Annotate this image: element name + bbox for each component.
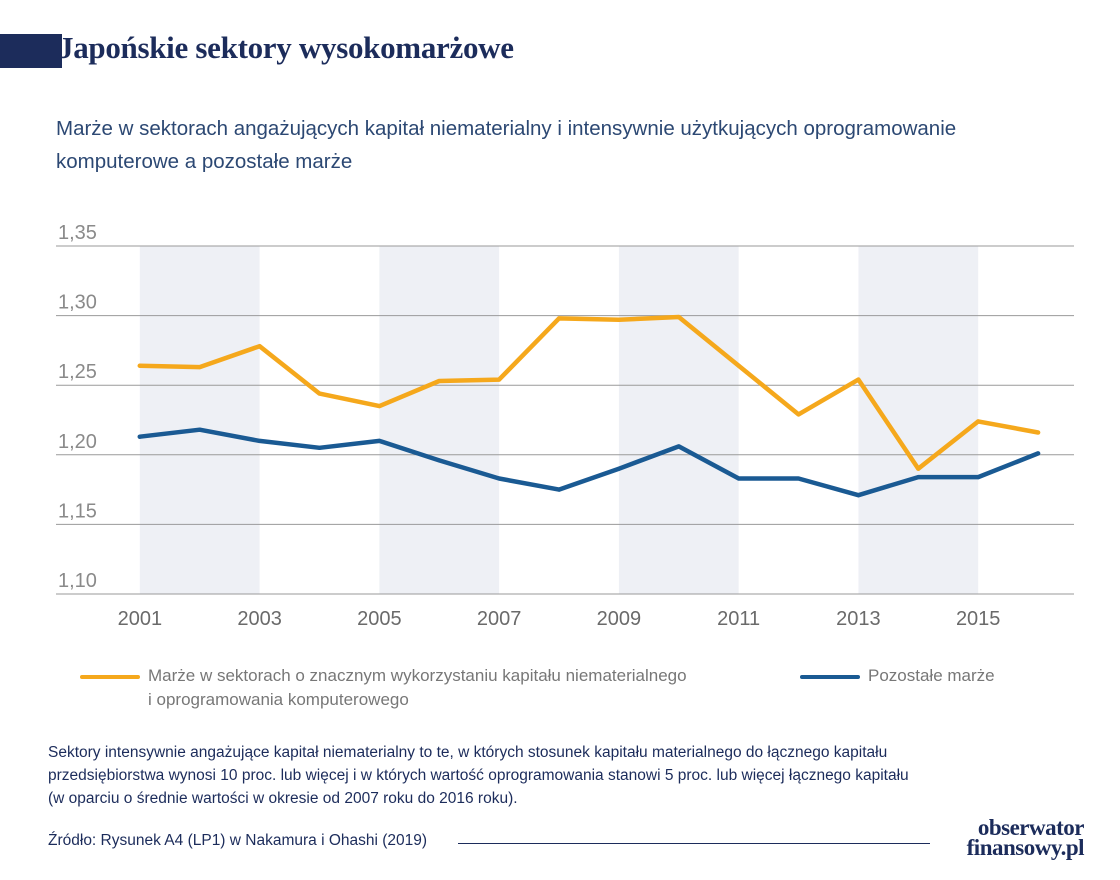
brand-logo: obserwator finansowy.pl — [944, 815, 1085, 860]
data-point — [856, 377, 861, 382]
shaded-band-1 — [379, 246, 500, 594]
x-tick-label: 2007 — [477, 608, 522, 630]
data-point — [497, 476, 502, 481]
y-tick-label: 1,30 — [58, 292, 97, 314]
data-point — [616, 317, 621, 322]
data-point — [616, 466, 621, 471]
data-point — [197, 427, 202, 432]
legend-swatch-blue — [800, 675, 860, 679]
data-point — [676, 444, 681, 449]
legend-label-line2: i oprogramowania komputerowego — [148, 690, 409, 709]
footnote-line2: przedsiębiorstwa wynosi 10 proc. lub wię… — [48, 767, 909, 784]
y-axis-ticks: 1,10 1,15 1,20 1,25 1,30 1,35 — [58, 222, 97, 592]
x-tick-label: 2015 — [956, 608, 1001, 630]
y-tick-label: 1,15 — [58, 500, 97, 522]
page-title: Japońskie sektory wysokomarżowe — [58, 30, 514, 65]
legend-label-line1: Marże w sektorach o znacznym wykorzystan… — [148, 666, 687, 685]
data-point — [137, 434, 142, 439]
data-point — [976, 419, 981, 424]
data-point — [317, 445, 322, 450]
source-divider — [458, 843, 930, 844]
y-tick-label: 1,35 — [58, 222, 97, 244]
x-tick-label: 2011 — [717, 608, 760, 630]
data-point — [437, 458, 442, 463]
data-point — [137, 363, 142, 368]
data-point — [437, 379, 442, 384]
shaded-band-3 — [858, 246, 979, 594]
series-line-1 — [137, 427, 1041, 498]
data-point — [557, 487, 562, 492]
data-point — [1036, 451, 1041, 456]
data-point — [377, 404, 382, 409]
data-point — [736, 363, 741, 368]
data-point — [976, 475, 981, 480]
series-lines — [137, 314, 1041, 498]
data-point — [916, 475, 921, 480]
y-tick-label: 1,20 — [58, 431, 97, 453]
data-point — [497, 377, 502, 382]
data-point — [856, 493, 861, 498]
data-point — [1036, 430, 1041, 435]
legend-item-other: Pozostałe marże — [800, 664, 1060, 688]
shaded-band-0 — [139, 246, 260, 594]
x-tick-label: 2009 — [597, 608, 642, 630]
data-point — [197, 365, 202, 370]
logo-line1: obserwator — [977, 815, 1085, 840]
source-note: Źródło: Rysunek A4 (LP1) w Nakamura i Oh… — [48, 832, 428, 849]
y-tick-label: 1,10 — [58, 570, 97, 592]
legend-swatch-orange — [80, 675, 140, 679]
y-tick-label: 1,25 — [58, 361, 97, 383]
data-point — [736, 476, 741, 481]
title-accent-bar — [0, 34, 62, 68]
logo-line2: finansowy.pl — [966, 835, 1085, 860]
data-point — [257, 344, 262, 349]
x-tick-label: 2013 — [836, 608, 881, 630]
chart-subtitle: Marże w sektorach angażujących kapitał n… — [56, 117, 957, 173]
data-point — [257, 438, 262, 443]
shaded-bands — [139, 246, 979, 594]
footnote: Sektory intensywnie angażujące kapitał n… — [48, 741, 1048, 810]
x-axis-ticks: 2001 2003 2005 2007 2009 2011 2013 2015 — [118, 608, 1001, 630]
footnote-line1: Sektory intensywnie angażujące kapitał n… — [48, 744, 888, 761]
grid-lines — [56, 245, 1074, 595]
legend-item-intangible: Marże w sektorach o znacznym wykorzystan… — [80, 664, 780, 712]
data-point — [676, 314, 681, 319]
data-point — [557, 316, 562, 321]
shaded-band-2 — [618, 246, 739, 594]
x-tick-label: 2001 — [118, 608, 163, 630]
data-point — [317, 391, 322, 396]
data-point — [916, 466, 921, 471]
legend-label-other: Pozostałe marże — [868, 666, 995, 685]
footnote-line3: (w oparciu o średnie wartości w okresie … — [48, 790, 518, 807]
data-point — [377, 438, 382, 443]
x-tick-label: 2005 — [357, 608, 402, 630]
data-point — [796, 412, 801, 417]
series-line-0 — [137, 314, 1041, 471]
data-point — [796, 476, 801, 481]
x-tick-label: 2003 — [237, 608, 282, 630]
